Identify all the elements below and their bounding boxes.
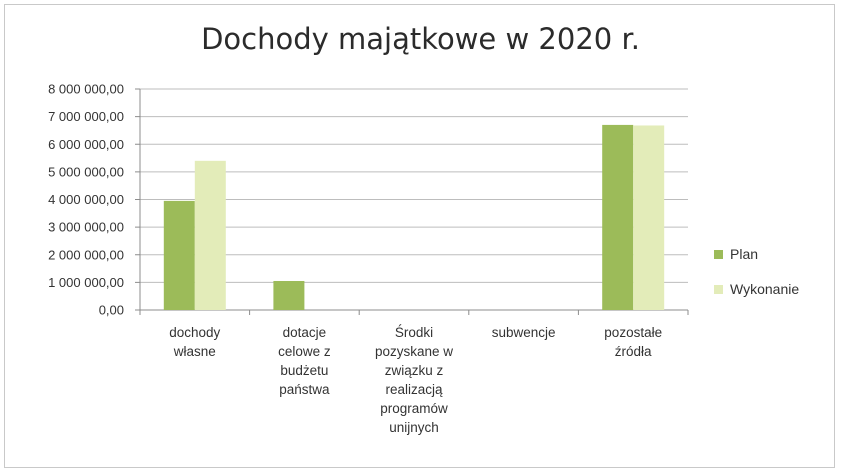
x-category-label: programów	[380, 401, 448, 416]
bar-plan	[602, 124, 634, 310]
x-category-label: państwa	[279, 382, 330, 397]
bar-plan	[163, 200, 195, 310]
y-tick-label: 8 000 000,00	[48, 82, 124, 97]
chart-title: Dochody majątkowe w 2020 r.	[201, 22, 640, 56]
y-tick-label: 4 000 000,00	[48, 192, 124, 207]
x-category-label: unijnych	[389, 420, 439, 435]
y-tick-label: 5 000 000,00	[48, 164, 124, 179]
x-category-label: pozyskane w	[375, 344, 453, 359]
legend-label: Wykonanie	[730, 281, 799, 297]
y-tick-label: 7 000 000,00	[48, 109, 124, 124]
legend-label: Plan	[730, 246, 758, 262]
legend-swatch	[714, 250, 723, 259]
y-tick-label: 3 000 000,00	[48, 220, 124, 235]
x-category-label: źródła	[615, 344, 652, 359]
y-tick-label: 1 000 000,00	[48, 275, 124, 290]
x-category-label: związku z	[385, 363, 444, 378]
bar-wykonanie	[633, 125, 665, 310]
y-tick-label: 0,00	[99, 303, 124, 318]
x-category-label: własne	[173, 344, 216, 359]
x-category-label: dotacje	[283, 325, 327, 340]
bar-plan	[273, 280, 305, 310]
chart-frame	[4, 4, 835, 468]
y-tick-label: 6 000 000,00	[48, 137, 124, 152]
x-category-label: budżetu	[280, 363, 328, 378]
bar-wykonanie	[194, 160, 226, 310]
x-category-label: Środki	[395, 325, 433, 340]
x-category-label: subwencje	[492, 325, 556, 340]
legend-swatch	[714, 285, 723, 294]
y-tick-label: 2 000 000,00	[48, 247, 124, 262]
x-category-label: dochody	[169, 325, 220, 340]
x-category-label: pozostałe	[604, 325, 662, 340]
x-category-label: celowe z	[278, 344, 331, 359]
x-category-label: realizacją	[385, 382, 443, 397]
